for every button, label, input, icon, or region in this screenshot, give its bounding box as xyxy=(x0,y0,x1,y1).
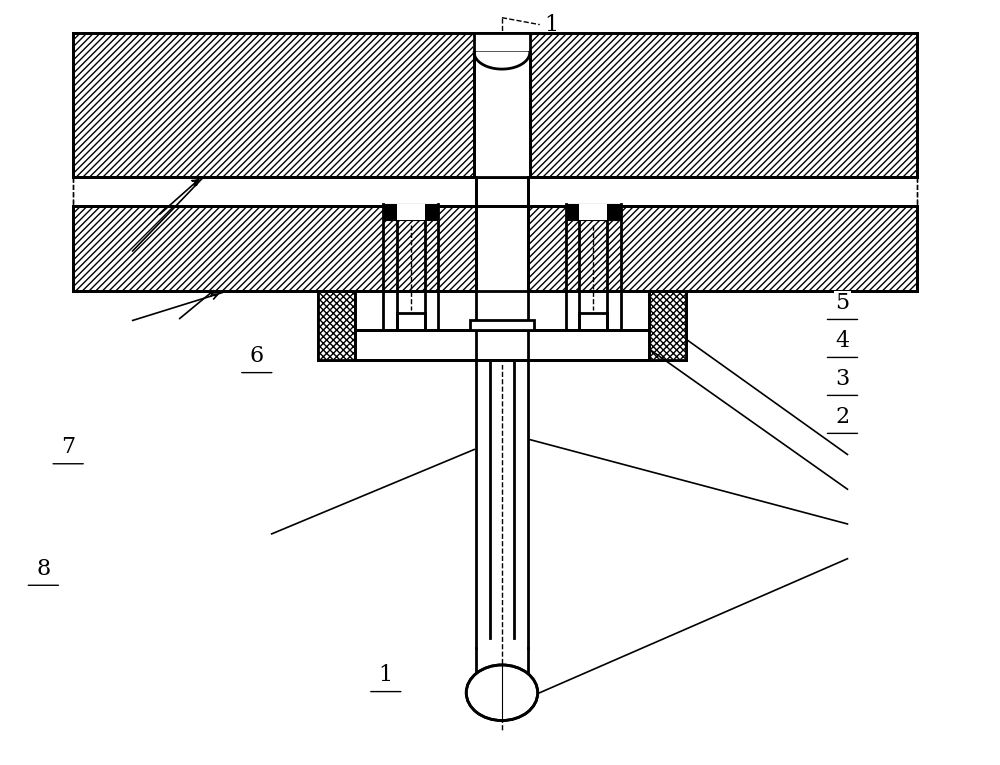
Bar xyxy=(566,204,621,220)
Text: 2: 2 xyxy=(835,405,850,428)
Bar xyxy=(73,207,917,291)
Polygon shape xyxy=(474,53,530,69)
Ellipse shape xyxy=(466,665,538,721)
Text: 1: 1 xyxy=(545,14,559,36)
Bar xyxy=(470,321,534,330)
Text: 8: 8 xyxy=(36,558,50,580)
Bar xyxy=(397,204,425,220)
Bar xyxy=(579,204,607,220)
Bar xyxy=(476,291,528,365)
Bar xyxy=(318,291,355,360)
Text: 5: 5 xyxy=(835,291,850,314)
Bar xyxy=(355,330,649,360)
Bar xyxy=(383,204,438,220)
Text: 3: 3 xyxy=(835,368,850,389)
Bar xyxy=(476,177,528,207)
Text: 4: 4 xyxy=(835,330,850,352)
Bar xyxy=(476,207,528,291)
Text: 1: 1 xyxy=(379,664,393,686)
Bar xyxy=(649,291,686,360)
Bar xyxy=(73,33,917,177)
Bar xyxy=(474,53,530,177)
Text: 6: 6 xyxy=(250,345,264,367)
Bar xyxy=(473,33,531,177)
Text: 7: 7 xyxy=(61,436,75,458)
